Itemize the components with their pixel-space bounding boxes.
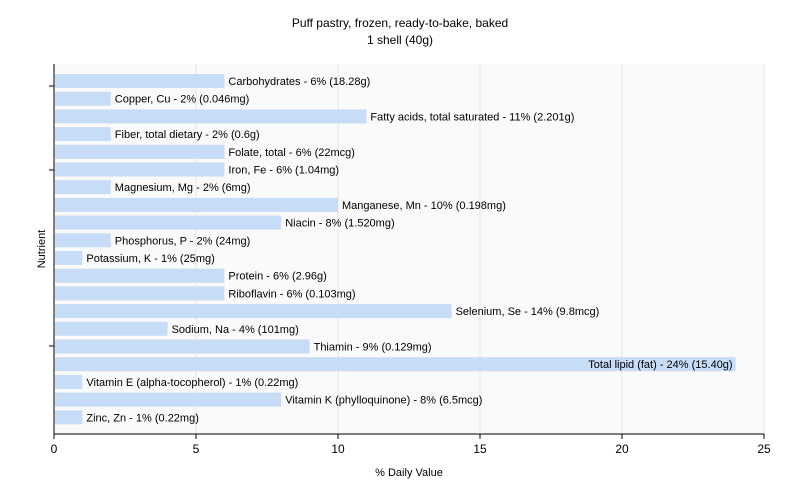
bar xyxy=(55,233,111,248)
bar-label: Folate, total - 6% (22mcg) xyxy=(228,147,355,159)
bar xyxy=(55,144,225,159)
bar xyxy=(55,268,225,283)
bar xyxy=(55,304,452,319)
x-tick-label: 15 xyxy=(473,442,487,456)
grid-lines xyxy=(195,64,765,434)
x-tick-label: 25 xyxy=(757,442,771,456)
bar-label: Manganese, Mn - 10% (0.198mg) xyxy=(342,200,506,212)
bar-label: Total lipid (fat) - 24% (15.40g) xyxy=(588,359,732,371)
bar-label: Niacin - 8% (1.520mg) xyxy=(285,218,394,230)
bar xyxy=(55,339,310,354)
x-tick-label: 0 xyxy=(51,442,58,456)
bar xyxy=(55,127,111,142)
x-tick-label: 5 xyxy=(193,442,200,456)
y-axis-ticks xyxy=(49,85,54,347)
bar-label: Riboflavin - 6% (0.103mg) xyxy=(228,288,355,300)
chart-subtitle: 1 shell (40g) xyxy=(367,33,433,47)
bar-label: Potassium, K - 1% (25mg) xyxy=(86,253,214,265)
bar xyxy=(55,215,282,230)
bar-label: Fatty acids, total saturated - 11% (2.20… xyxy=(370,111,574,123)
bar xyxy=(55,91,111,106)
bars-group xyxy=(55,74,736,425)
bar xyxy=(55,197,338,212)
bar-label: Vitamin K (phylloquinone) - 8% (6.5mcg) xyxy=(285,395,482,407)
bar xyxy=(55,180,111,195)
bar-label: Iron, Fe - 6% (1.04mg) xyxy=(228,165,339,177)
bar xyxy=(55,321,168,336)
bar xyxy=(55,162,225,177)
bar xyxy=(55,392,282,407)
bar-label: Zinc, Zn - 1% (0.22mg) xyxy=(86,412,198,424)
bar xyxy=(55,74,225,88)
y-axis-label: Nutrient xyxy=(36,230,48,269)
x-tick-label: 10 xyxy=(331,442,345,456)
bar xyxy=(55,357,736,372)
bar-label: Phosphorus, P - 2% (24mg) xyxy=(115,235,251,247)
bar-label: Selenium, Se - 14% (9.8mcg) xyxy=(456,306,600,318)
bar xyxy=(55,109,367,124)
bar-label: Fiber, total dietary - 2% (0.6g) xyxy=(115,129,260,141)
bar-label: Sodium, Na - 4% (101mg) xyxy=(172,324,299,336)
bar-label: Copper, Cu - 2% (0.046mg) xyxy=(115,94,250,106)
bar xyxy=(55,251,83,265)
bar xyxy=(55,374,83,389)
bar-label: Vitamin E (alpha-tocopherol) - 1% (0.22m… xyxy=(86,377,298,389)
bar-label: Carbohydrates - 6% (18.28g) xyxy=(228,76,370,88)
x-axis-ticks: 0 5 10 15 20 25 xyxy=(51,434,771,456)
bar xyxy=(55,410,83,425)
bar-label: Protein - 6% (2.96g) xyxy=(228,271,326,283)
bar-label: Thiamin - 9% (0.129mg) xyxy=(314,342,432,354)
bar xyxy=(55,286,225,301)
x-axis-label: % Daily Value xyxy=(375,467,443,479)
chart-title: Puff pastry, frozen, ready-to-bake, bake… xyxy=(292,16,508,30)
plot-background xyxy=(54,64,764,434)
x-tick-label: 20 xyxy=(615,442,629,456)
bar-labels-group: Carbohydrates - 6% (18.28g) Copper, Cu - … xyxy=(86,76,732,424)
bar-label: Magnesium, Mg - 2% (6mg) xyxy=(115,182,251,194)
